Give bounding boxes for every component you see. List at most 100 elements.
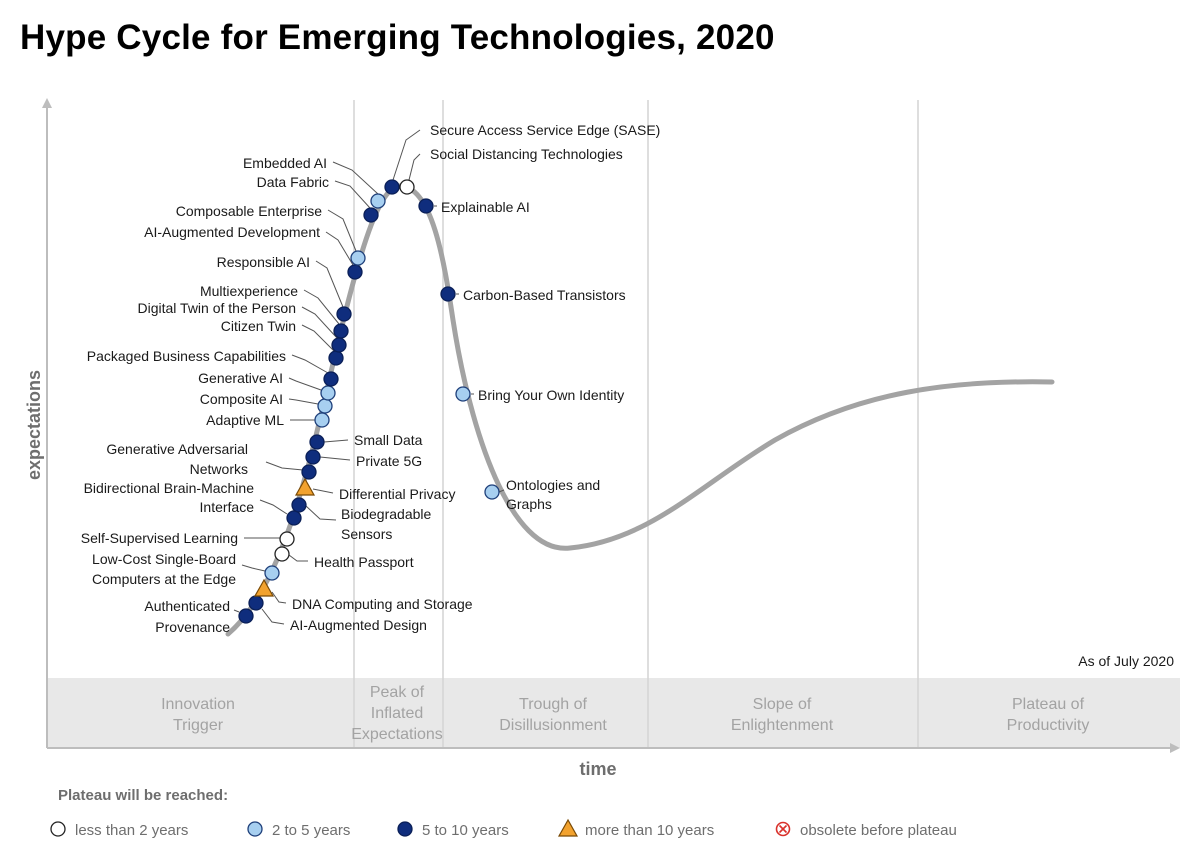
label-explainable-ai: Explainable AI (441, 199, 530, 215)
leader-line (288, 554, 308, 562)
leader-line (319, 456, 351, 461)
marker-low-cost-single-board-computers-at-the-edge (264, 565, 280, 581)
label-data-fabric: Data Fabric (257, 174, 329, 190)
marker-carbon-based-transistors (440, 286, 456, 302)
y-axis-arrowhead (42, 98, 52, 108)
leader-line (303, 289, 340, 325)
marker-bring-your-own-identity (455, 386, 471, 402)
label-authenticated-provenance: Authenticated Provenance (144, 598, 230, 635)
label-generative-adversarial-networks: Generative Adversarial Networks (106, 441, 248, 477)
marker-social-distancing-technologies (399, 179, 415, 195)
legend-marker-y2_5 (247, 821, 263, 837)
marker-data-fabric (363, 207, 379, 223)
marker-ai-augmented-design (248, 595, 264, 611)
label-carbon-based-transistors: Carbon-Based Transistors (463, 287, 626, 303)
legend-label-y5_10: 5 to 10 years (422, 822, 509, 839)
leader-line (312, 488, 334, 494)
marker-private-5g (305, 449, 321, 465)
marker-composite-ai (317, 398, 333, 414)
marker-health-passport (274, 546, 290, 562)
label-bring-your-own-identity: Bring Your Own Identity (478, 387, 624, 403)
marker-responsible-ai (336, 306, 352, 322)
legend-marker-lt2 (50, 821, 66, 837)
label-citizen-twin: Citizen Twin (221, 318, 296, 334)
phase-label: Slope of Enlightenment (731, 696, 834, 734)
label-adaptive-ml: Adaptive ML (206, 412, 284, 428)
leader-line (261, 608, 285, 625)
legend-marker-obsolete (775, 821, 791, 837)
leader-line (265, 461, 304, 471)
marker-generative-adversarial-networks (301, 464, 317, 480)
label-differential-privacy: Differential Privacy (339, 486, 455, 502)
marker-adaptive-ml (314, 412, 330, 428)
leader-line (323, 439, 349, 443)
marker-bidirectional-brain-machine-interface (286, 510, 302, 526)
label-private-5g: Private 5G (356, 453, 422, 469)
marker-multiexperience (333, 323, 349, 339)
technology-labels: Secure Access Service Edge (SASE) Social … (81, 122, 661, 635)
label-social-distancing-technologies: Social Distancing Technologies (430, 146, 623, 162)
label-ai-augmented-development: AI-Augmented Development (144, 224, 320, 240)
phase-labels: Innovation Trigger Peak of Inflated Expectat… (161, 684, 1089, 743)
phase-label: Trough of Disillusionment (499, 696, 607, 734)
leader-line (241, 564, 266, 572)
legend: Plateau will be reached: less than 2 yea… (50, 787, 957, 839)
leader-line (301, 306, 338, 339)
label-secure-access-service-edge-sase: Secure Access Service Edge (SASE) (430, 122, 660, 138)
leader-line (288, 377, 322, 391)
phase-label: Innovation Trigger (161, 696, 235, 734)
legend-label-gt10: more than 10 years (585, 822, 714, 839)
label-composable-enterprise: Composable Enterprise (176, 203, 323, 219)
marker-self-supervised-learning (279, 531, 295, 547)
leader-line (392, 129, 421, 181)
marker-embedded-ai (370, 193, 386, 209)
marker-generative-ai (320, 385, 336, 401)
x-axis-title: time (579, 759, 616, 779)
leader-line (408, 153, 421, 181)
legend-marker-gt10 (557, 818, 579, 837)
marker-ontologies-and-graphs (484, 484, 500, 500)
y-axis-title: expectations (24, 370, 44, 480)
marker-digital-twin-of-the-person (331, 337, 347, 353)
label-digital-twin-of-the-person: Digital Twin of the Person (138, 300, 297, 316)
legend-marker-y5_10 (397, 821, 413, 837)
label-health-passport: Health Passport (314, 554, 414, 570)
x-axis-arrowhead (1170, 743, 1180, 753)
marker-explainable-ai (418, 198, 434, 214)
marker-small-data (309, 434, 325, 450)
marker-ai-augmented-development (347, 264, 363, 280)
legend-label-obsolete: obsolete before plateau (800, 822, 957, 839)
phase-label: Peak of Inflated Expectations (351, 684, 443, 743)
phase-band (47, 678, 1180, 748)
label-embedded-ai: Embedded AI (243, 155, 327, 171)
label-self-supervised-learning: Self-Supervised Learning (81, 530, 238, 546)
label-multiexperience: Multiexperience (200, 283, 298, 299)
label-low-cost-single-board-computers-at-the-edge: Low-Cost Single-Board Computers at the Ed… (92, 551, 236, 587)
marker-authenticated-provenance (238, 608, 254, 624)
leader-line (325, 231, 354, 266)
leader-line (334, 180, 371, 209)
label-bidirectional-brain-machine-interface: Bidirectional Brain-Machine Interface (84, 480, 255, 515)
label-small-data: Small Data (354, 432, 423, 448)
label-biodegradable-sensors: Biodegradable Sensors (341, 506, 432, 542)
label-packaged-business-capabilities: Packaged Business Capabilities (87, 348, 286, 364)
leader-line (332, 161, 379, 195)
leader-line (305, 505, 337, 521)
marker-differential-privacy (294, 477, 316, 496)
as-of-date: As of July 2020 (1078, 653, 1174, 669)
label-ai-augmented-design: AI-Augmented Design (290, 617, 427, 633)
leader-line (271, 591, 287, 604)
label-responsible-ai: Responsible AI (217, 254, 310, 270)
marker-biodegradable-sensors (291, 497, 307, 513)
leader-lines (233, 129, 505, 625)
leader-line (498, 489, 505, 493)
legend-label-y2_5: 2 to 5 years (272, 822, 350, 839)
leader-line (327, 209, 357, 252)
technology-markers (238, 179, 500, 624)
label-generative-ai: Generative AI (198, 370, 283, 386)
page-title: Hype Cycle for Emerging Technologies, 20… (20, 18, 775, 57)
leader-line (291, 354, 329, 374)
leader-line (259, 499, 288, 515)
legend-title: Plateau will be reached: (58, 787, 228, 804)
